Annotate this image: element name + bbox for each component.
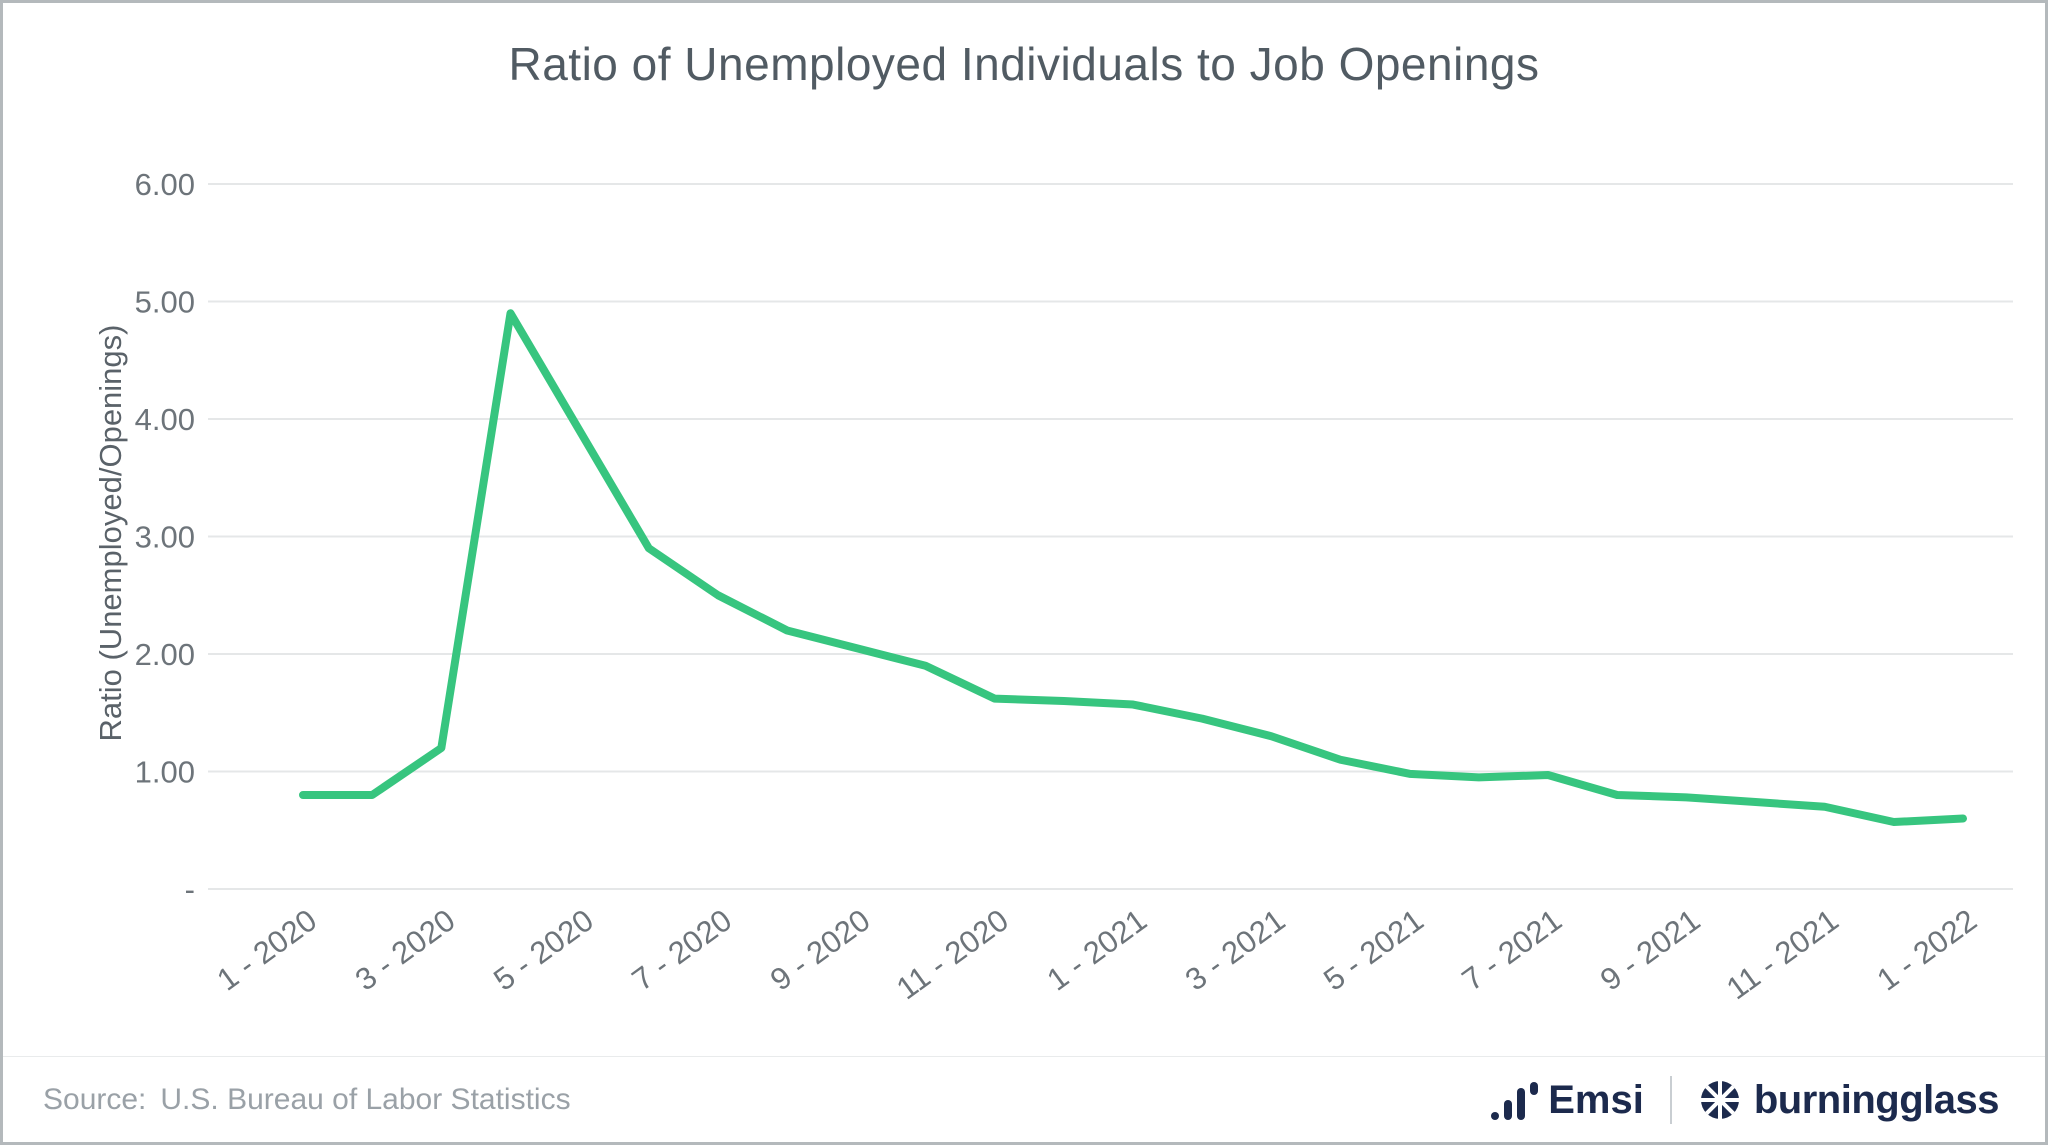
chart-svg: - 1.00 2.00 3.00 4.00 5.00 6.00 Ratio (Unemploy… xyxy=(93,167,2013,1006)
burningglass-aperture-icon xyxy=(1700,1080,1739,1119)
x-tick-label: 5 - 2020 xyxy=(487,902,600,997)
y-tick-label: 6.00 xyxy=(135,167,195,202)
x-tick-label: 11 - 2020 xyxy=(890,902,1015,1006)
x-tick-label: 9 - 2021 xyxy=(1594,902,1707,997)
brand-logos: Emsi burningglass xyxy=(1491,1075,2000,1124)
x-tick-label: 3 - 2021 xyxy=(1179,902,1292,997)
y-tick-label: 3.00 xyxy=(135,520,195,555)
x-tick-label: 9 - 2020 xyxy=(764,902,877,997)
x-tick-label: 1 - 2021 xyxy=(1041,902,1154,997)
x-tick-label: 1 - 2022 xyxy=(1871,902,1984,997)
y-tick-label: 4.00 xyxy=(135,402,195,437)
source-text: U.S. Bureau of Labor Statistics xyxy=(160,1082,571,1116)
emsi-wordmark: Emsi xyxy=(1548,1077,1644,1122)
y-tick-label: - xyxy=(185,872,195,907)
emsi-bars-icon xyxy=(1491,1081,1539,1120)
x-tick-label: 7 - 2020 xyxy=(626,902,739,997)
burningglass-logo: burningglass xyxy=(1698,1077,2000,1122)
x-tick-label: 3 - 2020 xyxy=(349,902,462,997)
emsi-logo: Emsi xyxy=(1491,1080,1644,1120)
series-line xyxy=(299,309,1967,827)
footer: Source: U.S. Bureau of Labor Statistics E… xyxy=(3,1056,2045,1142)
y-tick-label: 2.00 xyxy=(135,637,195,672)
x-tick-label: 7 - 2021 xyxy=(1456,902,1569,997)
source-label: Source: xyxy=(43,1082,147,1116)
brand-divider xyxy=(1669,1075,1672,1124)
y-axis-title: Ratio (Unemployed/Openings) xyxy=(93,325,128,742)
y-tick-label: 5.00 xyxy=(135,285,195,320)
x-tick-label: 5 - 2021 xyxy=(1317,902,1430,997)
x-tick-label: 1 - 2020 xyxy=(211,902,324,997)
chart-title: Ratio of Unemployed Individuals to Job O… xyxy=(508,38,1540,90)
y-tick-label: 1.00 xyxy=(135,755,195,790)
x-tick-label: 11 - 2021 xyxy=(1720,902,1845,1006)
burningglass-wordmark: burningglass xyxy=(1753,1077,2000,1122)
chart-area: - 1.00 2.00 3.00 4.00 5.00 6.00 Ratio (Unemploy… xyxy=(3,121,2045,1063)
source-note: Source: U.S. Bureau of Labor Statistics xyxy=(43,1083,571,1117)
